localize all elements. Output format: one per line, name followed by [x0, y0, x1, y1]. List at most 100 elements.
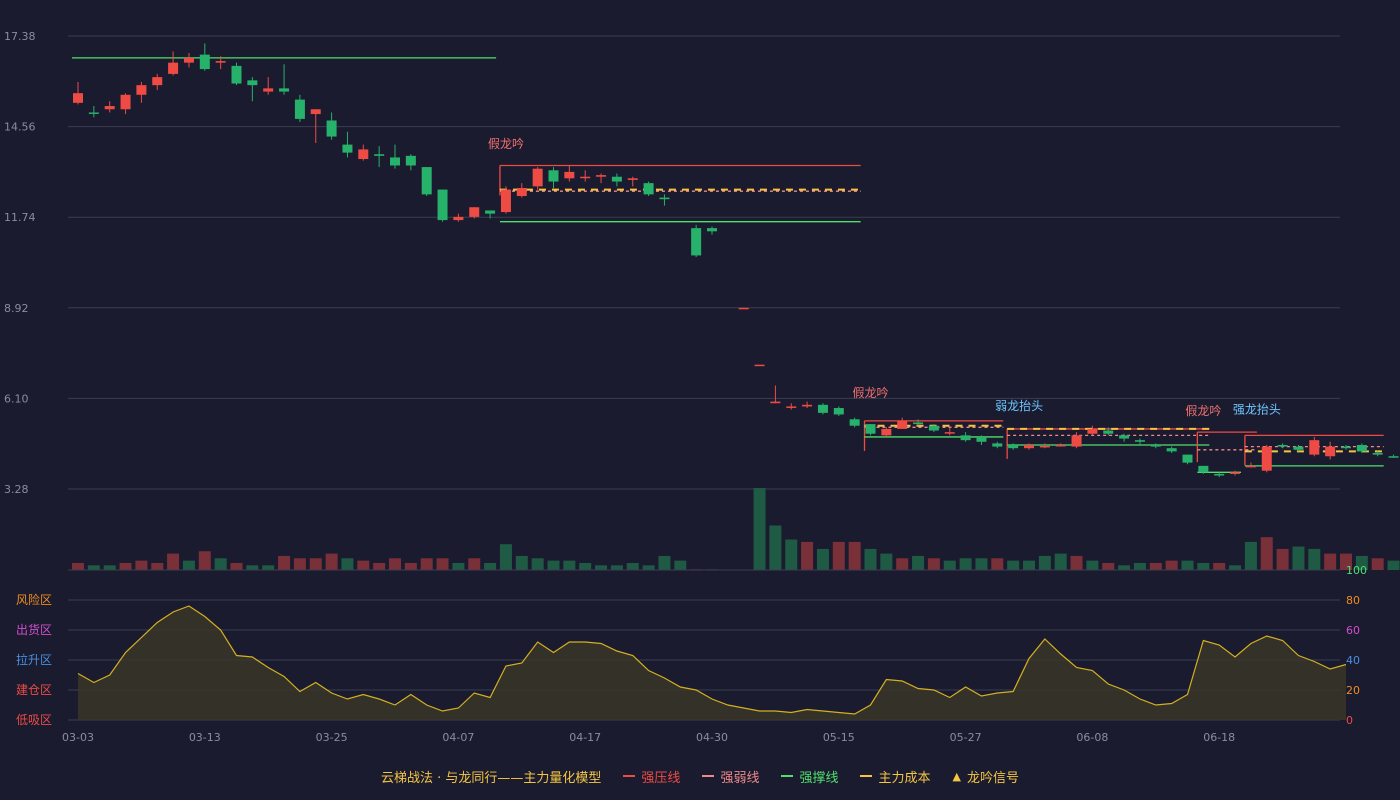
signal-annotation: 假龙吟	[488, 136, 524, 151]
x-tick-label: 03-13	[189, 731, 221, 744]
volume-bar	[927, 558, 940, 570]
legend-resist[interactable]: 强压线	[623, 767, 680, 786]
volume-bar	[373, 562, 386, 570]
volume-bar	[1229, 565, 1242, 570]
volume-bar	[119, 562, 132, 570]
volume-bar	[1181, 560, 1194, 570]
candle-body	[580, 176, 591, 179]
candle-body	[627, 178, 638, 180]
candle-body	[833, 408, 844, 415]
volume-bar	[832, 541, 845, 570]
candle-body	[1277, 444, 1288, 447]
volume-bar	[595, 565, 608, 570]
candle-body	[1182, 454, 1193, 463]
legend-weak-swatch	[702, 775, 715, 777]
candle-body	[279, 88, 290, 92]
candle-body	[786, 406, 797, 408]
volume-bar	[674, 560, 687, 570]
candle-body	[104, 106, 115, 110]
candle-body	[643, 183, 654, 195]
volume-bar	[515, 555, 528, 570]
volume-bar	[991, 558, 1004, 570]
volume-bar	[389, 558, 401, 570]
legend-support-swatch	[781, 775, 794, 777]
candle-body	[865, 424, 876, 434]
candle-body	[1293, 446, 1304, 450]
volume-bar	[864, 548, 877, 570]
volume-bar	[420, 558, 433, 570]
osc-zone-label: 低吸区	[16, 713, 52, 727]
candle-body	[770, 401, 781, 404]
candle-body	[659, 197, 670, 200]
legend-resist-swatch	[623, 775, 636, 777]
legend-weak[interactable]: 强弱线	[702, 767, 759, 786]
volume-bar	[262, 565, 275, 570]
oscillator-line	[77, 605, 1347, 715]
signal-annotation: 假龙吟	[853, 385, 889, 400]
volume-bar	[610, 565, 623, 570]
candle-body	[691, 228, 702, 256]
osc-tick-label: 40	[1346, 654, 1360, 667]
legend-cost[interactable]: 主力成本	[860, 767, 930, 786]
candle-body	[1103, 430, 1114, 434]
legend-weak-label: 强弱线	[720, 770, 760, 786]
volume-bar	[896, 558, 909, 570]
candle-body	[437, 189, 448, 221]
candle-body	[326, 120, 337, 137]
volume-bar	[975, 558, 988, 570]
candles	[73, 43, 1399, 478]
volume-bar	[452, 562, 465, 570]
volume-bar	[880, 553, 893, 570]
candle-body	[1166, 448, 1177, 452]
volume-bar	[87, 565, 100, 570]
candle-body	[469, 207, 480, 217]
candle-body	[374, 154, 385, 156]
candle-body	[120, 94, 131, 110]
candle-body	[1150, 444, 1161, 447]
candle-body	[611, 176, 622, 182]
volume-bar	[769, 525, 782, 570]
osc-tick-label: 60	[1346, 624, 1360, 637]
volume-bar	[1213, 562, 1226, 570]
volume-bar	[1197, 562, 1210, 570]
price-tick-label: 6.10	[4, 392, 29, 405]
volume-bar	[579, 562, 592, 570]
volume-bar	[72, 562, 84, 570]
x-tick-label: 04-17	[569, 731, 601, 744]
legend-signal-label: 龙吟信号	[966, 770, 1019, 786]
x-tick-label: 06-08	[1076, 731, 1108, 744]
volume-bar	[1054, 553, 1067, 570]
legend-signal[interactable]: ▲ 龙吟信号	[952, 767, 1018, 786]
candle-body	[1245, 465, 1256, 468]
x-tick-label: 03-25	[316, 731, 348, 744]
legend-support[interactable]: 强撑线	[781, 767, 838, 786]
candle-body	[1341, 446, 1351, 449]
legend-model: 云梯战法 · 与龙同行——主力量化模型	[381, 767, 601, 786]
signal-annotation: 强龙抬头	[1233, 402, 1281, 416]
candle-body	[1230, 472, 1241, 474]
x-tick-label: 03-03	[62, 731, 94, 744]
candle-body	[247, 80, 258, 86]
candle-body	[358, 149, 369, 160]
legend-cost-label: 主力成本	[878, 770, 931, 786]
volume-bar	[1086, 560, 1099, 570]
x-tick-label: 04-07	[442, 731, 474, 744]
candle-body	[1071, 435, 1082, 447]
legend-support-label: 强撑线	[799, 770, 839, 786]
oscillator-area	[78, 606, 1346, 720]
price-tick-label: 8.92	[4, 302, 29, 315]
candle-body	[73, 93, 83, 103]
candle-body	[183, 57, 194, 63]
volume-bar	[912, 555, 925, 570]
volume-bar	[1340, 553, 1352, 570]
candle-body	[1039, 445, 1050, 448]
volume-bar	[404, 562, 417, 570]
x-tick-label: 05-27	[950, 731, 982, 744]
candle-body	[1372, 453, 1383, 455]
oscillator-panel	[68, 569, 1347, 721]
candle-body	[1309, 440, 1320, 455]
volume-bar	[1371, 558, 1384, 570]
candle-body	[405, 155, 416, 166]
candle-body	[754, 364, 765, 367]
